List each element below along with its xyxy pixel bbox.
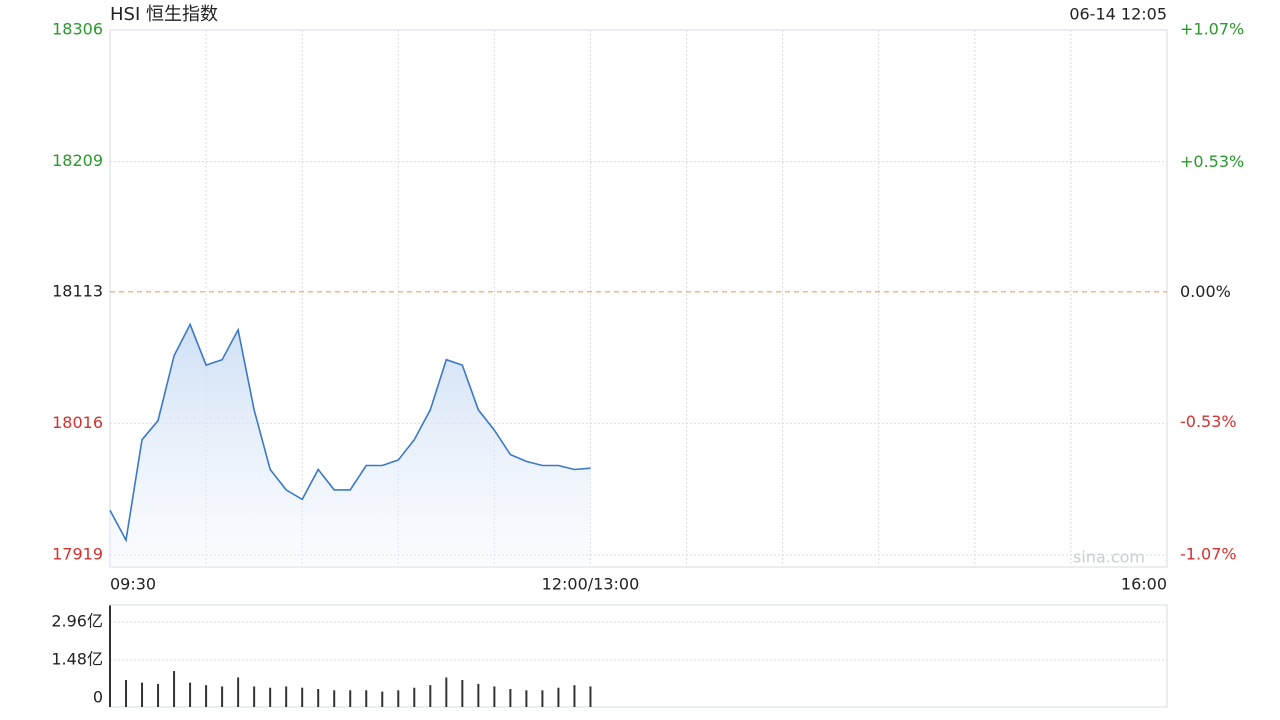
y-tick-label: 18306 [52,20,103,39]
timestamp: 06-14 12:05 [1069,5,1167,24]
y2-tick-label: 0.00% [1180,282,1231,301]
y2-tick-label: -0.53% [1180,412,1237,431]
volume-tick-label: 1.48亿 [51,649,103,668]
volume-bar [461,680,464,707]
volume-bar [413,687,416,707]
chart-title: HSI 恒生指数 [110,4,218,25]
volume-bar [557,687,560,707]
volume-bar [109,605,111,707]
volume-bar [365,690,368,707]
volume-bar [541,690,544,707]
volume-bar [589,686,592,707]
volume-bar [333,690,336,707]
volume-bar [573,685,576,707]
volume-bar [285,686,288,707]
volume-tick-label: 2.96亿 [51,611,103,630]
line [109,322,591,543]
volume-bar [221,686,224,707]
volume-bar [173,671,176,707]
volume-bar [253,686,256,707]
y2-tick-label: -1.07% [1180,545,1237,564]
area [110,324,591,567]
volume-bar [189,682,192,707]
y-tick-label: 18113 [52,281,103,300]
volume-bar [205,685,208,707]
volume-bar [525,690,528,707]
y2-tick-label: +0.53% [1180,152,1244,171]
volume-bar [237,677,240,707]
volume-bar [349,690,352,707]
volume-bar [157,683,160,707]
volume-bar [493,686,496,707]
volume-bar [125,680,128,707]
volume-bar [397,690,400,707]
volume-bar [269,687,272,707]
volume-bar [477,683,480,707]
volume-bar [141,682,144,707]
x-tick-label: 12:00/13:00 [542,575,640,594]
volume-bar [509,689,512,707]
x-tick-label: 16:00 [1121,575,1167,594]
x-tick-label: 09:30 [110,575,156,594]
volume-tick-label: 0 [93,688,103,707]
y-tick-label: 17919 [52,545,103,564]
y2-tick-label: +1.07% [1180,20,1244,39]
y-tick-label: 18016 [52,413,103,432]
watermark: sina.com [1073,548,1145,567]
volume-bar [445,677,448,707]
volume-bar [301,687,304,707]
volume-panel [109,604,1168,708]
y-tick-label: 18209 [52,151,103,170]
volume-bar [429,685,432,707]
volume-bar [317,689,320,707]
volume-bar [381,691,384,707]
